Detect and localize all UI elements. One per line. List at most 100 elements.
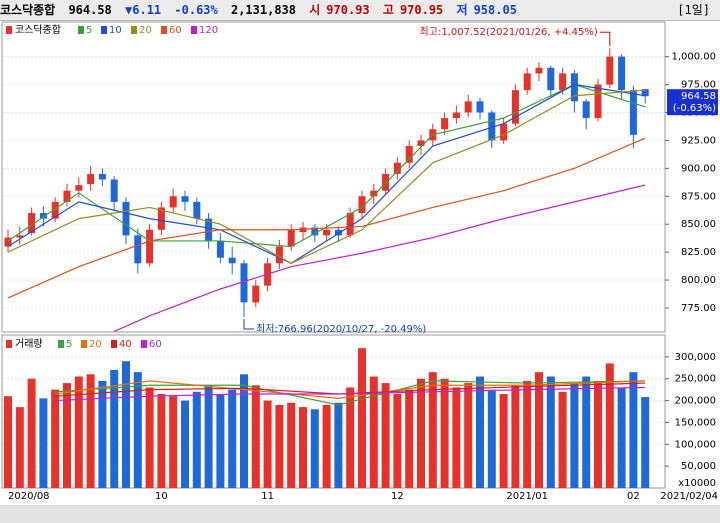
y-tick-label: 875.00 <box>681 191 716 202</box>
legend-label: 60 <box>169 25 182 36</box>
volume-bar <box>617 387 626 488</box>
candle-body <box>323 229 331 236</box>
volume-bar <box>334 402 343 488</box>
volume-bar <box>476 376 484 488</box>
candle-body <box>441 118 449 130</box>
candle-body <box>28 213 36 234</box>
volume-bar <box>605 363 614 488</box>
y-tick-label: 1,000.00 <box>671 52 716 63</box>
y-tick-label: 775.00 <box>681 303 716 314</box>
x-tick-label: 10 <box>155 491 168 502</box>
volume-bar <box>511 385 520 488</box>
volume-bar <box>582 376 591 488</box>
candle-body <box>464 101 472 113</box>
legend-swatch <box>111 340 117 348</box>
candle-body <box>618 56 626 91</box>
candle-body <box>134 235 142 264</box>
volume-bar <box>346 387 355 488</box>
volume-bar <box>169 396 178 488</box>
y-tick-label: 925.00 <box>681 135 716 146</box>
legend-title: 코스닥종합 <box>15 24 61 36</box>
candle-body <box>228 257 236 264</box>
volume-bar <box>358 348 366 488</box>
annotation: 최저:766.96(2020/10/27, -20.49%) <box>256 323 426 335</box>
candle-body <box>39 213 47 219</box>
x-tick-label: 2020/08 <box>8 491 50 502</box>
candle-body <box>240 263 248 303</box>
ma-line <box>55 380 646 399</box>
volume-bar <box>535 372 543 488</box>
open: 970.93 <box>326 3 370 17</box>
annotation-arrow <box>599 31 611 47</box>
candle-body <box>405 146 413 163</box>
candle-body <box>275 246 283 264</box>
candle-body <box>346 213 354 236</box>
candle-body <box>87 173 95 184</box>
y-tick-label: 250,000 <box>675 374 716 385</box>
legend-label: 40 <box>119 339 132 350</box>
candle-body <box>417 140 425 146</box>
price: 964.58 <box>68 3 112 17</box>
candle-body <box>452 112 460 119</box>
volume-bar <box>192 391 201 488</box>
candle-body <box>16 235 24 238</box>
candle-body <box>488 112 496 141</box>
ma-line <box>7 83 646 264</box>
volume-bar <box>4 396 12 488</box>
unit-label: x10000 <box>678 478 716 489</box>
candle-body <box>370 190 378 197</box>
volume-bar <box>204 385 213 488</box>
candle-body <box>216 240 224 258</box>
candle-body <box>382 173 390 191</box>
volume-bar <box>98 380 107 488</box>
volume-bar <box>629 372 638 488</box>
scrollbar[interactable] <box>0 505 720 523</box>
x-tick-label: 11 <box>261 491 274 502</box>
candle-body <box>393 162 401 174</box>
candle-body <box>205 218 213 241</box>
ma-line <box>7 83 646 248</box>
chart: 1,000.00975.00950.00925.00900.00875.0085… <box>0 21 720 523</box>
volume-bar <box>405 389 414 488</box>
x-tick-label: 02 <box>627 491 640 502</box>
volume-bar <box>110 369 119 488</box>
volume-bar <box>122 361 130 488</box>
candle-body <box>629 90 637 135</box>
legend-swatch <box>6 26 12 34</box>
legend-label: 120 <box>199 25 218 36</box>
candle-body <box>4 237 12 247</box>
volume-bar <box>369 376 378 488</box>
legend-label: 20 <box>139 25 152 36</box>
volume-bar <box>487 389 496 488</box>
candle-body <box>181 196 189 202</box>
candle-body <box>358 196 366 214</box>
legend-swatch <box>6 340 12 348</box>
volume-bar <box>452 387 461 488</box>
open-label: 시 <box>309 3 321 17</box>
candle-body <box>594 84 602 119</box>
ma-line <box>7 89 646 264</box>
last-change: (-0.63%) <box>673 103 716 114</box>
volume-bar <box>523 380 532 488</box>
y-tick-label: 900.00 <box>681 163 716 174</box>
legend-swatch <box>101 26 107 34</box>
low: 958.05 <box>473 3 517 17</box>
candle-body <box>63 190 71 202</box>
legend-swatch <box>131 26 137 34</box>
volume-bar <box>133 372 142 488</box>
period[interactable]: [1일] <box>677 3 710 17</box>
volume-bar <box>310 409 319 488</box>
candle-body <box>75 185 83 191</box>
low-label: 저 <box>456 3 468 17</box>
legend-title: 거래량 <box>15 338 43 350</box>
volume-bar <box>641 397 650 488</box>
candle-body <box>547 67 555 91</box>
candle-body <box>51 201 59 219</box>
volume-bar <box>15 407 24 488</box>
volume-bar <box>322 404 331 488</box>
volume-bar <box>86 374 95 488</box>
legend-label: 10 <box>109 25 122 36</box>
ma-line <box>55 380 646 406</box>
volume-bar <box>51 389 60 488</box>
legend-swatch <box>58 340 64 348</box>
